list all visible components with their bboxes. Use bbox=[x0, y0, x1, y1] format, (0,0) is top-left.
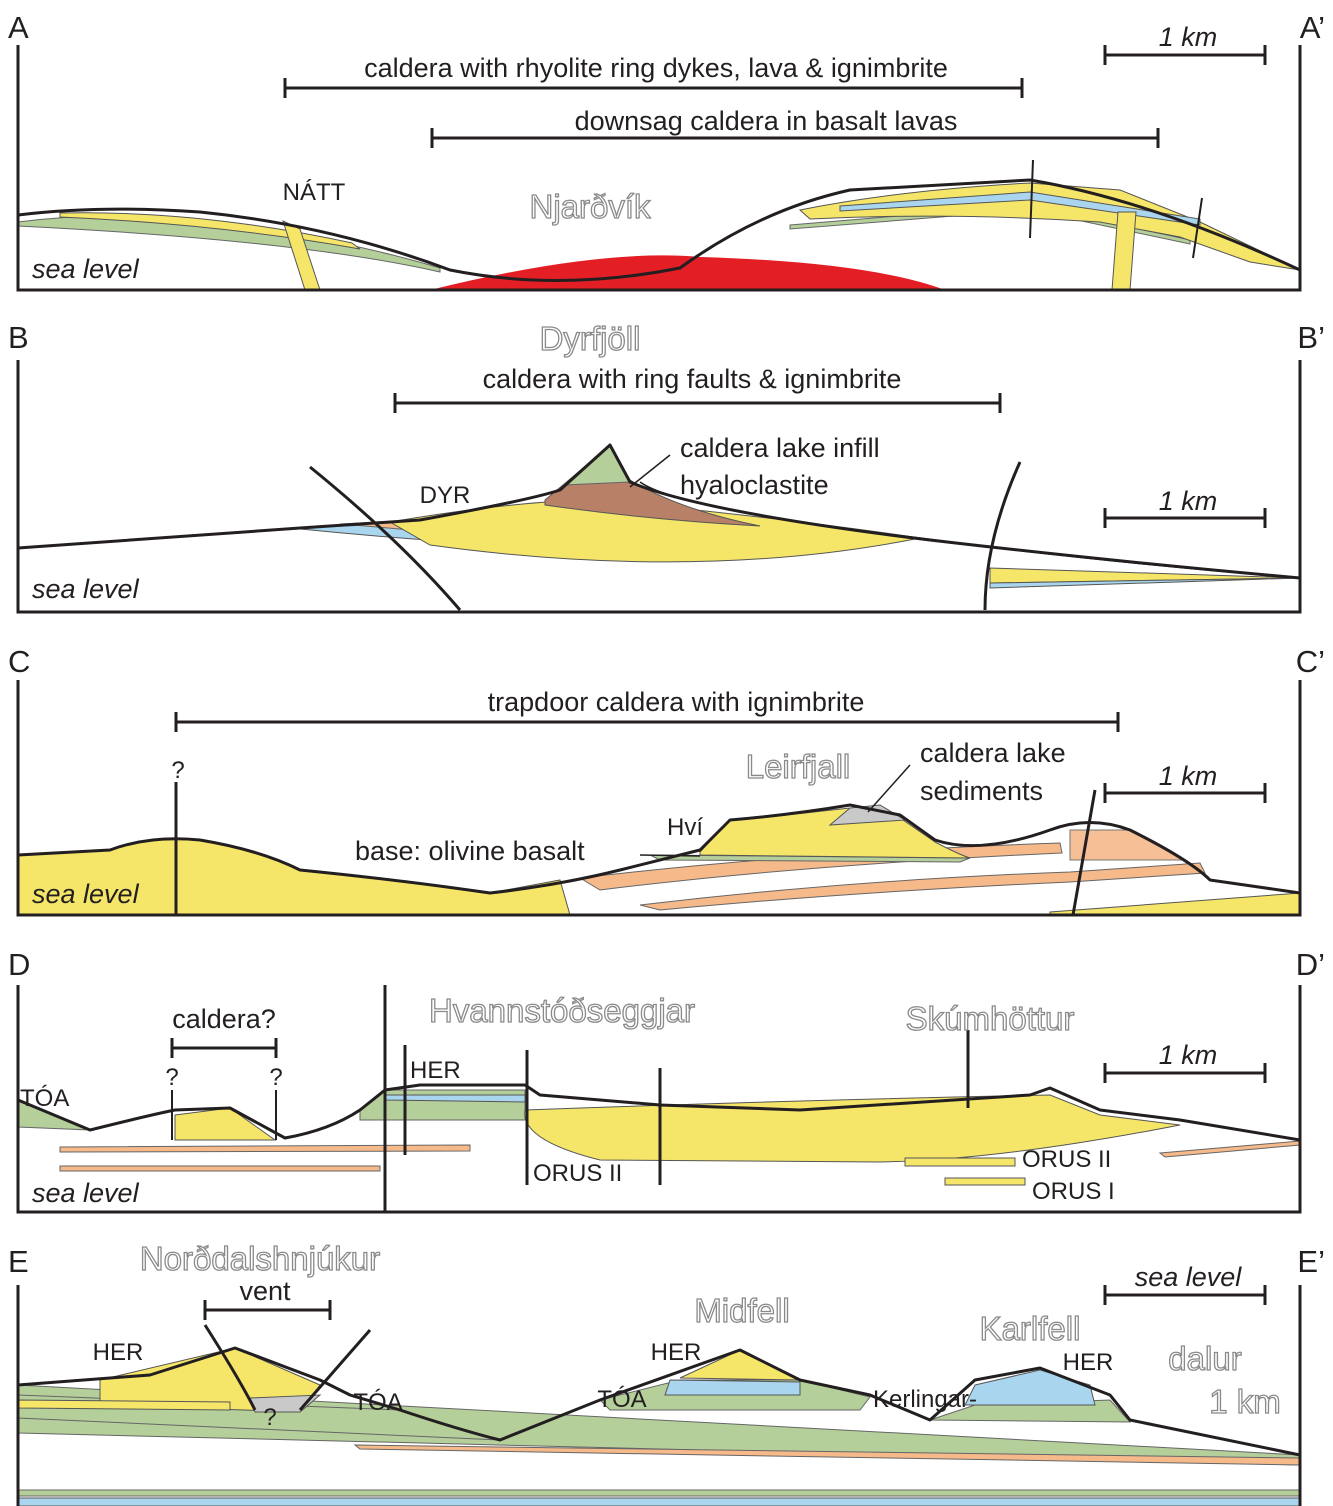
label: Karlfell bbox=[980, 1310, 1081, 1347]
label: Njarðvík bbox=[529, 188, 651, 225]
label: caldera with ring faults & ignimbrite bbox=[483, 364, 902, 394]
label: A’ bbox=[1300, 10, 1325, 45]
shape bbox=[905, 1158, 1015, 1166]
label: base: olivine basalt bbox=[355, 836, 585, 866]
label: caldera lake infill bbox=[680, 433, 880, 463]
label: E’ bbox=[1297, 1244, 1325, 1279]
label: D bbox=[8, 947, 30, 982]
body: {"panels":[ {"label_left":"A","label_rig… bbox=[0, 0, 1333, 1506]
label: ORUS II bbox=[533, 1160, 622, 1187]
shape bbox=[868, 765, 910, 812]
label: HER bbox=[93, 1339, 144, 1366]
shape bbox=[1050, 893, 1300, 915]
label: D’ bbox=[1296, 947, 1325, 982]
label: NÁTT bbox=[283, 179, 346, 206]
shape bbox=[700, 808, 970, 858]
shape bbox=[60, 1166, 380, 1171]
label: C’ bbox=[1296, 644, 1325, 679]
label: ? bbox=[263, 1404, 276, 1431]
shape bbox=[395, 393, 1000, 413]
label: caldera lake bbox=[920, 738, 1066, 768]
label: B’ bbox=[1297, 320, 1325, 355]
label: 1 km bbox=[1159, 1040, 1218, 1070]
label: TÓA bbox=[597, 1386, 646, 1413]
label: 1 km bbox=[1159, 22, 1218, 52]
label: sea level bbox=[32, 1178, 140, 1208]
label: ? bbox=[171, 757, 184, 784]
label: 1 km bbox=[1159, 486, 1218, 516]
label: ? bbox=[269, 1064, 282, 1091]
label: HER bbox=[1063, 1349, 1114, 1376]
label: sea level bbox=[1135, 1262, 1243, 1292]
shape bbox=[1160, 1141, 1300, 1157]
label: Kerlingar- bbox=[873, 1386, 977, 1413]
shape bbox=[18, 1498, 1300, 1506]
label: DYR bbox=[420, 482, 471, 509]
panel-e: E E’ Norðdalshnjúkur vent HER TÓA ? Midf… bbox=[8, 1240, 1325, 1506]
label: B bbox=[8, 320, 29, 355]
label: 1 km bbox=[1209, 1383, 1281, 1420]
shape bbox=[172, 1038, 276, 1058]
label: Skúmhöttur bbox=[906, 1000, 1075, 1037]
label: Hví bbox=[667, 814, 703, 841]
label: C bbox=[8, 644, 30, 679]
label: downsag caldera in basalt lavas bbox=[575, 106, 958, 136]
label: caldera with rhyolite ring dykes, lava &… bbox=[364, 53, 948, 83]
panel-a: A A’ 1 km caldera with rhyolite ring dyk… bbox=[8, 10, 1325, 290]
label: dalur bbox=[1168, 1340, 1241, 1377]
label: HER bbox=[651, 1339, 702, 1366]
label: sediments bbox=[920, 776, 1043, 806]
label: E bbox=[8, 1244, 29, 1279]
label: sea level bbox=[32, 879, 140, 909]
shape bbox=[18, 1400, 230, 1410]
page: Caldera cross-sections body{margin:0;bac… bbox=[0, 0, 1333, 1506]
panel-d: D D’ caldera? ? ? Hvannstóðseggjar Skúmh… bbox=[8, 947, 1325, 1212]
label: Hvannstóðseggjar bbox=[429, 992, 695, 1029]
label: trapdoor caldera with ignimbrite bbox=[488, 687, 865, 717]
label: TÓA bbox=[20, 1085, 69, 1112]
label: Leirfjall bbox=[746, 748, 851, 785]
label: A bbox=[8, 10, 29, 45]
label: ? bbox=[165, 1064, 178, 1091]
label: vent bbox=[239, 1276, 291, 1306]
label: TÓA bbox=[353, 1389, 402, 1416]
panel-c: C C’ trapdoor caldera with ignimbrite ? … bbox=[8, 644, 1325, 915]
cross-sections: A A’ 1 km caldera with rhyolite ring dyk… bbox=[0, 0, 1333, 1506]
shape bbox=[60, 1145, 470, 1152]
panel-b: B B’ Dyrfjöll caldera with ring faults &… bbox=[8, 320, 1325, 612]
label: sea level bbox=[32, 254, 140, 284]
label: caldera? bbox=[172, 1004, 276, 1034]
label: sea level bbox=[32, 574, 140, 604]
shape bbox=[630, 455, 670, 487]
label: HER bbox=[410, 1057, 461, 1084]
label: ORUS II bbox=[1022, 1146, 1111, 1173]
label: Norðdalshnjúkur bbox=[140, 1240, 380, 1277]
label: Dyrfjöll bbox=[540, 320, 641, 357]
label: Midfell bbox=[694, 1292, 789, 1329]
label: hyaloclastite bbox=[680, 470, 829, 500]
shape bbox=[430, 255, 945, 290]
label: 1 km bbox=[1159, 761, 1218, 791]
shape bbox=[945, 1178, 1025, 1185]
shape bbox=[18, 1490, 1300, 1496]
label: ORUS I bbox=[1032, 1178, 1115, 1205]
shape bbox=[640, 855, 700, 856]
shape bbox=[665, 1380, 800, 1395]
